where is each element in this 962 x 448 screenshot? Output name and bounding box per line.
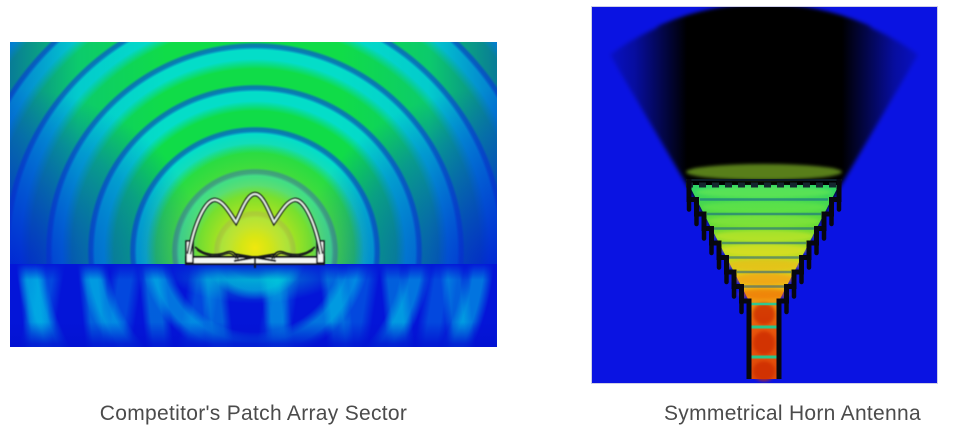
horn-antenna-caption: Symmetrical Horn Antenna [664, 402, 921, 425]
radome-shell [188, 193, 322, 255]
horn-simulation-image [592, 7, 937, 383]
right-patch-element-inner [273, 249, 314, 260]
patch-array-field-image [10, 42, 497, 264]
horn-wall-right [776, 179, 842, 379]
patch-array-figure [10, 42, 497, 347]
horn-walls [686, 179, 842, 379]
patch-array-caption: Competitor's Patch Array Sector [99, 402, 408, 425]
aperture-glow [686, 164, 842, 180]
left-patch-element-inner [196, 249, 237, 260]
patch-array-ground-shadow [10, 264, 497, 347]
horn-figure [591, 6, 938, 384]
right-fade-overlay [842, 7, 937, 383]
corrugation-teeth [686, 197, 842, 315]
left-fade-overlay [592, 7, 687, 383]
horn-mode-blobs [696, 186, 832, 381]
waveguide-null-lines [750, 302, 778, 359]
field-null-lines [700, 198, 828, 288]
patch-array-antenna-structure [185, 191, 325, 268]
horn-wall-left [686, 179, 752, 379]
